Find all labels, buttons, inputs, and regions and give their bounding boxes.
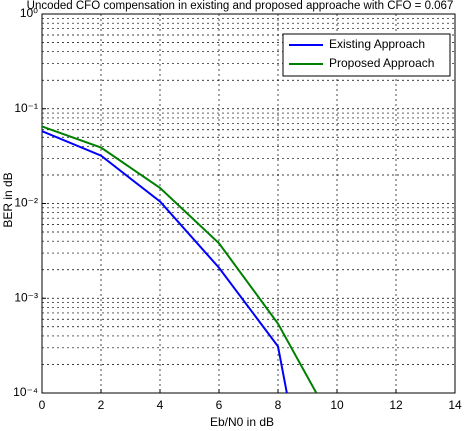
y-tick-label: 10⁻³ xyxy=(14,290,38,304)
x-tick-label: 8 xyxy=(275,398,282,412)
x-tick-label: 12 xyxy=(389,398,403,412)
legend-box xyxy=(282,33,451,77)
legend-label: Proposed Approach xyxy=(329,56,434,70)
x-tick-label: 6 xyxy=(216,398,223,412)
series-line xyxy=(42,130,288,393)
y-axis-label: BER in dB xyxy=(1,172,15,227)
y-tick-label: 10⁰ xyxy=(20,6,38,20)
y-tick-label: 10⁻⁴ xyxy=(13,385,38,399)
x-tick-label: 0 xyxy=(39,398,46,412)
y-tick-label: 10⁻² xyxy=(14,196,38,210)
chart-title: Uncoded CFO compensation in existing and… xyxy=(27,0,454,12)
x-tick-label: 2 xyxy=(98,398,105,412)
y-tick-label: 10⁻¹ xyxy=(14,101,38,115)
x-tick-label: 4 xyxy=(157,398,164,412)
x-tick-label: 10 xyxy=(330,398,344,412)
legend-label: Existing Approach xyxy=(329,37,425,51)
x-axis-label: Eb/N0 in dB xyxy=(210,415,274,429)
x-tick-label: 14 xyxy=(448,398,462,412)
series-line xyxy=(42,125,318,393)
